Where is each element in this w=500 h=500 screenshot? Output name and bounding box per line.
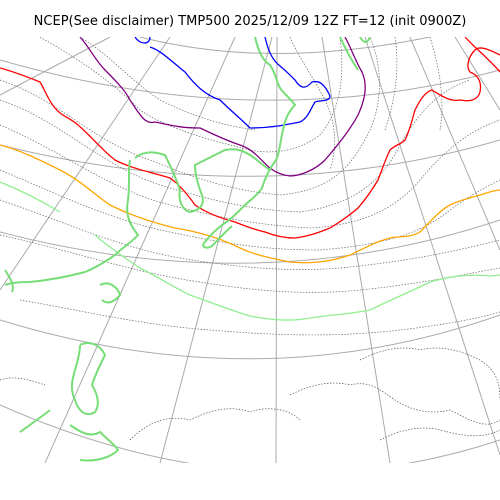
contour-red	[0, 37, 500, 239]
contour-orange	[0, 144, 500, 264]
coastlines	[0, 347, 500, 441]
contour-purple	[79, 37, 366, 177]
weather-map	[0, 37, 500, 463]
isotherms-minor	[0, 37, 500, 336]
graticule-meridians	[0, 37, 500, 463]
map-title: NCEP(See disclaimer) TMP500 2025/12/09 1…	[33, 14, 467, 29]
contour-lightgreen	[0, 181, 500, 321]
contour-blue	[134, 37, 331, 129]
land-outlines	[4, 37, 371, 462]
